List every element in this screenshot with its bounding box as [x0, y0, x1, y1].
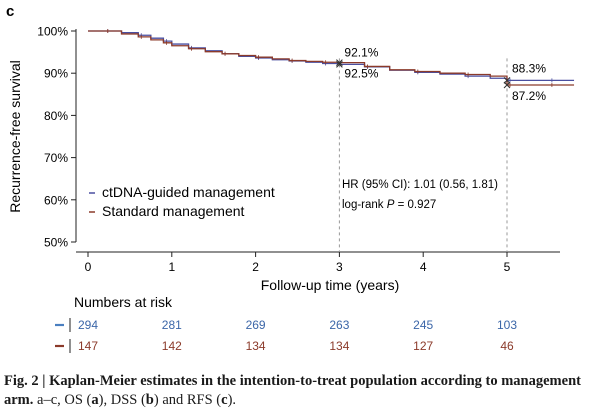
survival-curve [88, 30, 575, 86]
y-tick-label: 100% [37, 25, 68, 39]
estimate-marker [336, 60, 343, 68]
caption-text-1: a–c, OS ( [33, 392, 92, 408]
annotation-label: 92.5% [344, 67, 378, 81]
x-tick-label: 2 [252, 260, 259, 274]
legend: ctDNA-guided management Standard manageme… [89, 184, 275, 219]
logrank-text: log-rank P = 0.927 [342, 199, 436, 211]
x-axis-title: Follow-up time (years) [261, 277, 399, 293]
risk-count: 103 [497, 318, 517, 332]
survival-curve [88, 30, 575, 82]
y-tick-label: 80% [44, 109, 68, 123]
risk-count: 263 [329, 318, 349, 332]
km-chart: c 50% 60% 70% 80% 90% 100% Recurrence-free surv… [6, 3, 575, 353]
hazard-ratio-text: HR (95% CI): 1.01 (0.56, 1.81) [342, 179, 498, 191]
panel-label: c [6, 3, 14, 20]
caption-panel-b: b [145, 392, 154, 408]
x-tick-label: 0 [85, 260, 92, 274]
caption-panel-a: a [91, 392, 99, 408]
risk-count: 46 [500, 339, 514, 353]
caption-title: Fig. 2 | Kaplan-Meier estimates in the i… [4, 373, 581, 408]
logrank-p: P [387, 199, 395, 211]
y-axis-title: Recurrence-free survival [7, 60, 23, 213]
risk-count: 294 [78, 318, 98, 332]
annotations: 92.1% 92.5% 88.3% 87.2% [336, 45, 546, 103]
x-tick-label: 5 [504, 260, 511, 274]
y-tick-label: 70% [44, 151, 68, 165]
x-tick-label: 3 [336, 260, 343, 274]
estimate-marker [336, 59, 343, 67]
risk-count: 281 [162, 318, 182, 332]
estimate-marker [503, 81, 511, 89]
y-tick-label: 60% [44, 193, 68, 207]
risk-count: 134 [329, 339, 349, 353]
risk-table: Numbers at risk 294 281 269 263 245 103 147 142 1… [55, 294, 517, 353]
legend-label: Standard management [102, 203, 245, 219]
risk-count: 127 [413, 339, 433, 353]
x-tick-label: 1 [168, 260, 175, 274]
risk-count: 245 [413, 318, 433, 332]
annotation-label: 87.2% [512, 89, 546, 103]
axes: c 50% 60% 70% 80% 90% 100% Recurrence-free surv… [6, 3, 560, 293]
y-tick-label: 50% [44, 236, 68, 250]
caption-text-3: ) and RFS ( [153, 392, 222, 408]
caption-text-2: ), DSS ( [98, 392, 146, 408]
survival-curves [88, 29, 575, 88]
annotation-label: 92.1% [344, 45, 378, 59]
risk-count: 269 [246, 318, 266, 332]
logrank-prefix: log-rank [342, 199, 387, 211]
logrank-value: = 0.927 [394, 199, 436, 211]
caption-panel-c: c [221, 392, 228, 408]
figure-caption: Fig. 2 | Kaplan-Meier estimates in the i… [4, 372, 588, 410]
risk-count: 134 [246, 339, 266, 353]
stats-box: HR (95% CI): 1.01 (0.56, 1.81) log-rank P… [342, 179, 498, 211]
risk-table-title: Numbers at risk [74, 294, 173, 310]
legend-label: ctDNA-guided management [102, 184, 275, 200]
risk-count: 147 [78, 339, 98, 353]
x-tick-label: 4 [420, 260, 427, 274]
annotation-label: 88.3% [512, 61, 546, 75]
y-tick-label: 90% [44, 67, 68, 81]
risk-count: 142 [162, 339, 182, 353]
caption-text-4: ). [227, 392, 237, 408]
